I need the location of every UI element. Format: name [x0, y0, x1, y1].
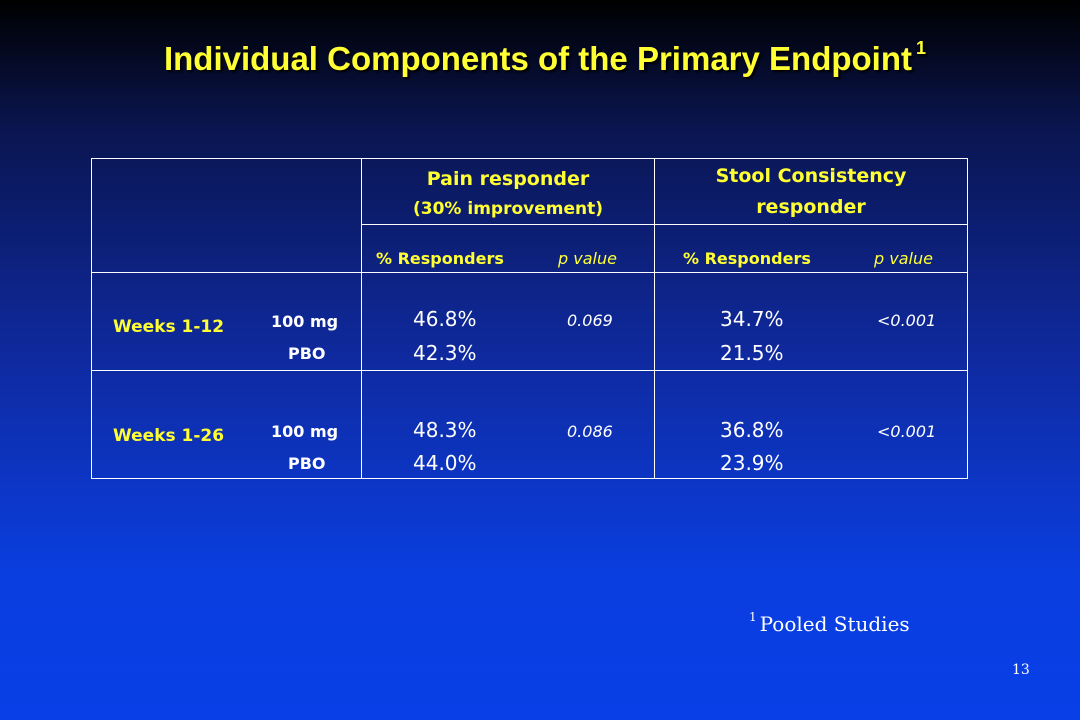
row-period-label: Weeks 1-26 — [113, 426, 225, 446]
pain-pvalue-column-header: p value — [558, 249, 617, 268]
results-table — [91, 158, 968, 479]
stool-responder-label: Stool Consistency — [715, 165, 907, 187]
table-divider-pain-stool — [654, 158, 655, 479]
footnote: 1 Pooled Studies — [749, 610, 910, 636]
stool-percent-active: 34.7% — [720, 307, 784, 331]
stool-responder-sublabel: responder — [756, 196, 866, 218]
table-divider-row — [91, 370, 968, 371]
pain-percent-active: 48.3% — [413, 418, 477, 442]
row-dose-active: 100 mg — [271, 312, 339, 331]
pain-responder-subheader: (30% improvement) — [362, 199, 654, 219]
stool-responder-subheader: responder — [655, 196, 967, 218]
stool-responders-column-header: % Responders — [683, 249, 811, 268]
stool-percent-placebo: 23.9% — [720, 451, 784, 475]
stool-pvalue-column-header: p value — [874, 249, 933, 268]
pain-percent-placebo: 42.3% — [413, 341, 477, 365]
pain-pvalue: 0.069 — [567, 311, 613, 330]
row-dose-active: 100 mg — [271, 422, 339, 441]
table-divider-stub-column — [361, 158, 362, 479]
stool-percent-placebo: 21.5% — [720, 341, 784, 365]
pain-percent-placebo: 44.0% — [413, 451, 477, 475]
footnote-marker: 1 — [749, 610, 757, 625]
title-footnote-marker: 1 — [916, 38, 927, 58]
stool-pvalue: <0.001 — [877, 311, 937, 330]
pain-responders-column-header: % Responders — [376, 249, 504, 268]
pain-responder-header: Pain responder — [362, 168, 654, 190]
stool-pvalue: <0.001 — [877, 422, 937, 441]
pain-percent-active: 46.8% — [413, 307, 477, 331]
pain-responder-sublabel: (30% improvement) — [412, 199, 603, 219]
table-divider-group-header — [361, 224, 968, 225]
slide-number: 13 — [1012, 662, 1030, 678]
stool-percent-active: 36.8% — [720, 418, 784, 442]
row-period-label: Weeks 1-12 — [113, 317, 225, 337]
table-divider-header-body — [91, 272, 968, 273]
slide-title-text: Individual Components of the Primary End… — [163, 40, 912, 77]
row-dose-placebo: PBO — [288, 344, 326, 363]
footnote-text: Pooled Studies — [759, 612, 910, 636]
row-dose-placebo: PBO — [288, 454, 326, 473]
pain-pvalue: 0.086 — [567, 422, 613, 441]
slide-title: Individual Components of the Primary End… — [0, 38, 1080, 78]
stool-responder-header: Stool Consistency — [655, 165, 967, 187]
pain-responder-label: Pain responder — [426, 168, 590, 190]
